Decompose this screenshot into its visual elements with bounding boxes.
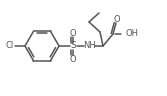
Text: S: S [70,41,76,50]
Text: O: O [69,29,76,38]
Text: O: O [114,15,120,24]
Text: NH: NH [83,41,95,50]
Text: Cl: Cl [6,41,14,50]
Text: O: O [69,55,76,63]
Text: OH: OH [126,29,139,38]
